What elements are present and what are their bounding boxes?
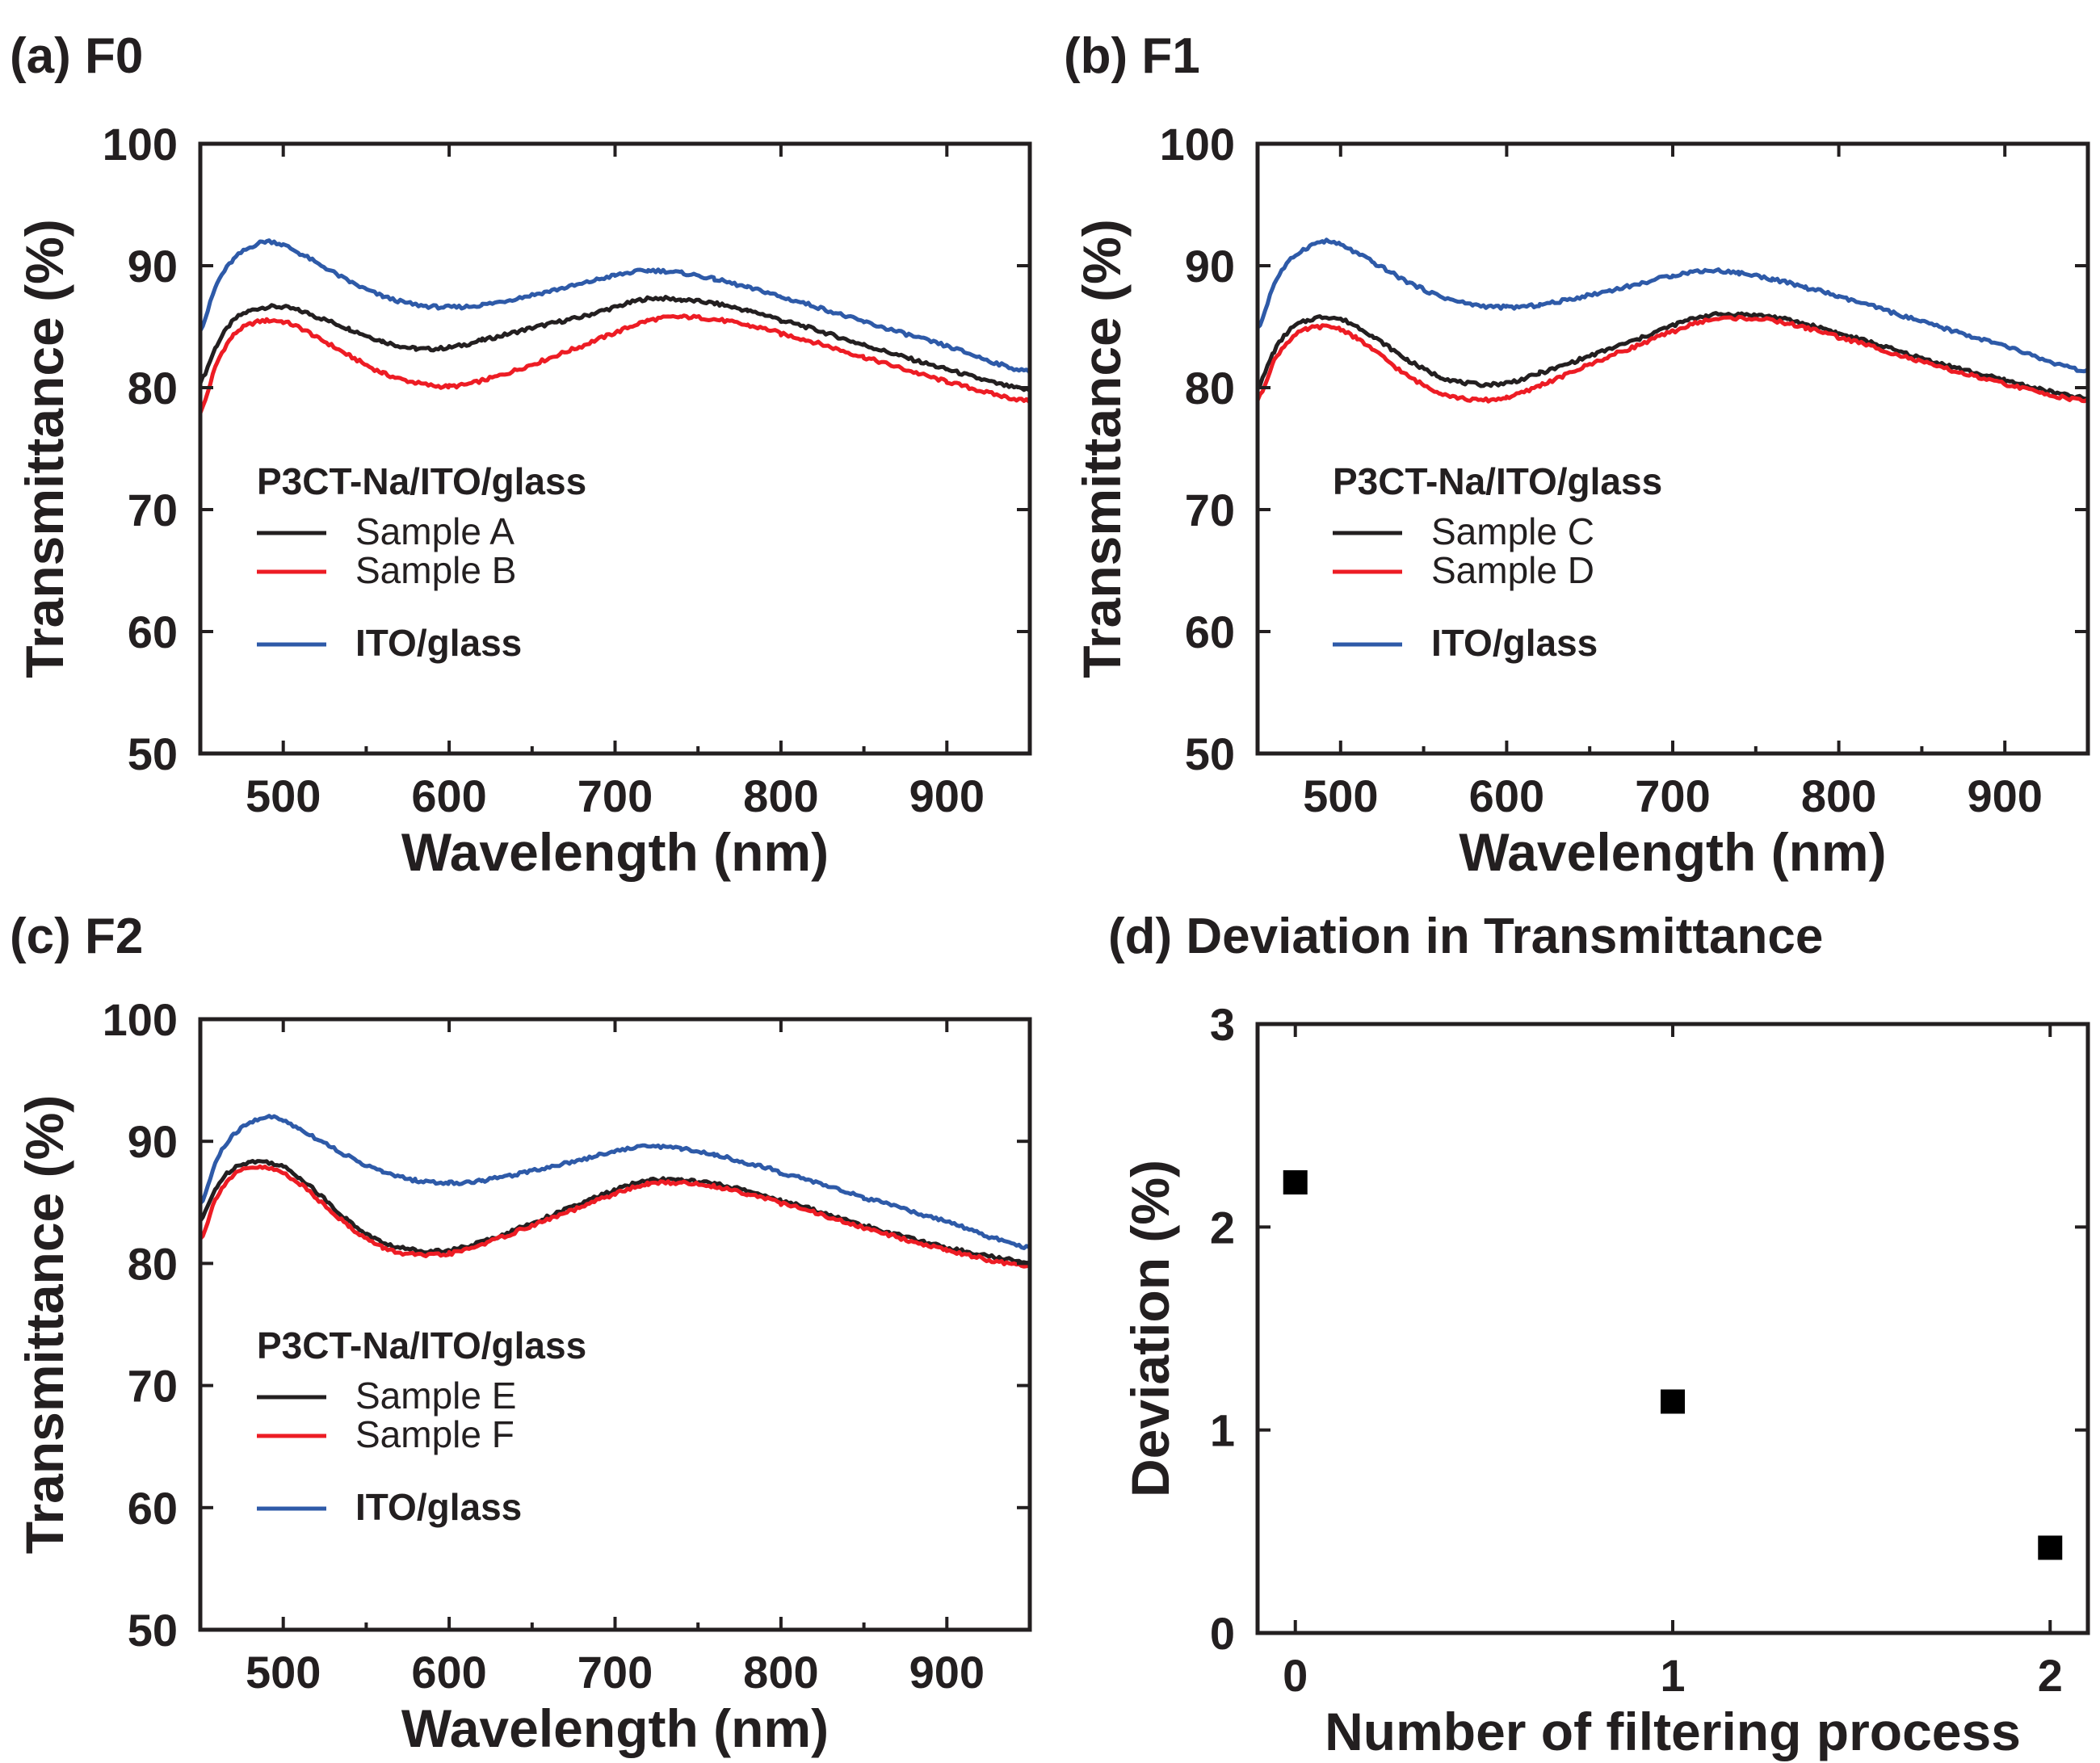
series-line-sample-e (200, 1159, 1030, 1266)
series-line-ito-glass (1258, 237, 2088, 374)
legend-label: Sample A (355, 510, 514, 552)
y-axis-title-a: Transmittance (%) (15, 219, 74, 678)
y-tick-label: 1 (1210, 1405, 1235, 1456)
y-tick-label: 100 (103, 994, 178, 1045)
plot-area-b (1258, 237, 2088, 404)
x-tick-label: 900 (1967, 770, 2042, 821)
x-tick-label: 700 (578, 770, 653, 821)
y-tick-label: 80 (128, 363, 178, 413)
x-tick-label: 600 (411, 770, 486, 821)
y-axis-title-d: Deviation (%) (1120, 1160, 1180, 1497)
x-axis-title-a: Wavelength (nm) (401, 822, 829, 882)
legend-title: P3CT-Na/ITO/glass (1333, 460, 1662, 502)
series-line-sample-a (200, 295, 1030, 392)
y-axis-title-c: Transmittance (%) (15, 1095, 74, 1554)
y-tick-label: 90 (1185, 241, 1235, 292)
axes-frame-d (1255, 1022, 2090, 1635)
x-axis-title-c: Wavelength (nm) (401, 1698, 829, 1758)
plot-area-c (200, 1114, 1030, 1269)
legend-label: Sample B (355, 549, 516, 591)
y-tick-label: 0 (1210, 1608, 1235, 1659)
y-tick-label: 100 (103, 119, 178, 170)
legend-title: P3CT-Na/ITO/glass (257, 1324, 586, 1366)
series-line-ito-glass (200, 238, 1030, 375)
legend-label: ITO/glass (355, 622, 522, 664)
panel-b: (b) F1 500 600 700 800 900 50 60 70 80 90 100 Wavele… (1064, 28, 2090, 882)
x-tick-label: 700 (1635, 770, 1710, 821)
y-tick-label: 80 (1185, 363, 1235, 413)
x-tick-label: 500 (246, 770, 321, 821)
series-line-sample-d (1258, 314, 2088, 404)
data-point-1 (1661, 1389, 1685, 1414)
panel-c: (c) F2 500 600 700 800 900 50 60 70 80 90 100 Wavele… (10, 909, 1032, 1758)
y-tick-label: 70 (128, 1361, 178, 1412)
y-tick-label: 70 (1185, 485, 1235, 535)
y-tick-label: 50 (128, 728, 178, 779)
x-tick-label: 800 (1801, 770, 1876, 821)
y-tick-label: 50 (128, 1605, 178, 1656)
panel-title-b: (b) F1 (1064, 28, 1200, 84)
y-tick-label: 60 (128, 1483, 178, 1534)
axes-frame-b (1255, 141, 2090, 756)
panel-title-c: (c) F2 (10, 909, 143, 964)
y-tick-label: 90 (128, 241, 178, 292)
x-tick-label: 500 (246, 1647, 321, 1698)
y-tick-label: 90 (128, 1116, 178, 1167)
x-tick-label: 900 (909, 1647, 985, 1698)
x-tick-label: 900 (909, 770, 985, 821)
x-tick-label: 800 (743, 1647, 818, 1698)
x-tick-label: 600 (1469, 770, 1544, 821)
y-tick-label: 80 (128, 1238, 178, 1289)
plot-area-a (200, 238, 1030, 414)
y-tick-label: 70 (128, 485, 178, 535)
series-line-ito-glass (200, 1114, 1030, 1250)
y-tick-label: 60 (128, 607, 178, 657)
x-tick-label: 2 (2038, 1650, 2063, 1701)
plot-area-d (1283, 1170, 2063, 1560)
x-tick-label: 0 (1283, 1650, 1308, 1701)
axes-frame-a (198, 141, 1032, 756)
legend-label: ITO/glass (1431, 622, 1598, 664)
legend-label: ITO/glass (355, 1486, 522, 1528)
y-tick-label: 50 (1185, 728, 1235, 779)
y-tick-label: 100 (1160, 119, 1235, 170)
legend-label: Sample D (1431, 549, 1594, 591)
y-tick-label: 60 (1185, 607, 1235, 657)
x-tick-label: 1 (1660, 1650, 1685, 1701)
panel-d: (d) Deviation in Transmittance 0 1 2 0 1 2 3 Num… (1108, 909, 2090, 1761)
legend-label: Sample C (1431, 510, 1594, 552)
x-axis-title-b: Wavelength (nm) (1459, 822, 1886, 882)
legend-label: Sample E (355, 1375, 516, 1417)
x-axis-title-d: Number of filtering process (1325, 1702, 2021, 1761)
y-tick-label: 3 (1210, 999, 1235, 1050)
legend-label: Sample F (355, 1413, 514, 1455)
x-tick-label: 600 (411, 1647, 486, 1698)
panel-title-d: (d) Deviation in Transmittance (1108, 909, 1823, 964)
series-line-sample-b (200, 313, 1030, 414)
y-tick-label: 2 (1210, 1202, 1235, 1253)
series-line-sample-f (200, 1164, 1030, 1269)
x-tick-label: 800 (743, 770, 818, 821)
panel-a: (a) F0 500 600 700 800 900 50 60 70 80 90 100 Wavele… (10, 28, 1032, 882)
x-tick-label: 500 (1303, 770, 1378, 821)
legend-title: P3CT-Na/ITO/glass (257, 460, 586, 502)
data-point-0 (1283, 1170, 1308, 1195)
x-tick-label: 700 (578, 1647, 653, 1698)
y-axis-title-b: Transmittance (%) (1072, 219, 1132, 678)
data-point-2 (2038, 1535, 2063, 1560)
panel-title-a: (a) F0 (10, 28, 143, 84)
